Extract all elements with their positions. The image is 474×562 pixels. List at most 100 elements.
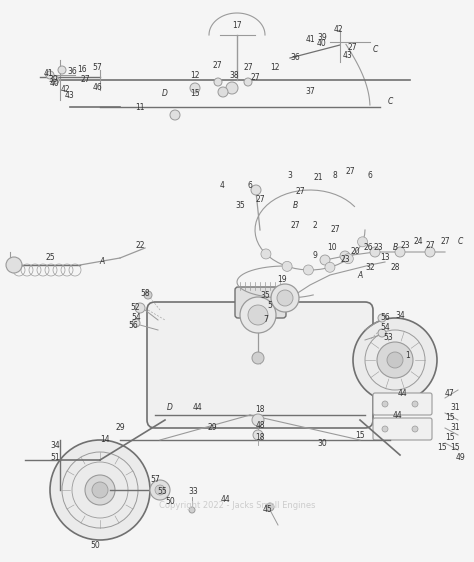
Text: 6: 6 <box>367 170 373 179</box>
Circle shape <box>50 440 150 540</box>
Circle shape <box>226 82 238 94</box>
Circle shape <box>132 319 140 327</box>
Text: 30: 30 <box>317 438 327 447</box>
Circle shape <box>340 251 350 261</box>
Circle shape <box>214 78 222 86</box>
Text: 27: 27 <box>243 64 253 72</box>
Text: C: C <box>457 238 463 247</box>
Text: 42: 42 <box>333 25 343 34</box>
Circle shape <box>378 329 386 337</box>
Text: 44: 44 <box>193 404 203 413</box>
Circle shape <box>303 265 313 275</box>
Text: 15: 15 <box>355 430 365 439</box>
Text: 32: 32 <box>365 264 375 273</box>
Circle shape <box>150 480 170 500</box>
Circle shape <box>135 303 145 313</box>
Circle shape <box>51 76 59 84</box>
Text: 14: 14 <box>100 436 110 445</box>
Text: 43: 43 <box>65 90 75 99</box>
Circle shape <box>320 255 330 265</box>
Text: 57: 57 <box>92 64 102 72</box>
Text: 36: 36 <box>67 67 77 76</box>
Text: 31: 31 <box>450 424 460 433</box>
Text: 15: 15 <box>437 443 447 452</box>
Text: D: D <box>162 88 168 97</box>
Text: 36: 36 <box>290 53 300 62</box>
Text: A: A <box>100 257 105 266</box>
Text: 31: 31 <box>450 404 460 413</box>
Text: 50: 50 <box>165 497 175 506</box>
Text: 11: 11 <box>135 103 145 112</box>
Text: 9: 9 <box>312 251 318 260</box>
Circle shape <box>387 352 403 368</box>
Text: 54: 54 <box>380 324 390 333</box>
Circle shape <box>357 237 367 247</box>
Text: 12: 12 <box>190 70 200 79</box>
Circle shape <box>412 401 418 407</box>
Text: 7: 7 <box>264 315 268 324</box>
Text: 8: 8 <box>333 170 337 179</box>
Circle shape <box>85 475 115 505</box>
Text: 15: 15 <box>190 88 200 97</box>
Text: 15: 15 <box>445 433 455 442</box>
Circle shape <box>218 87 228 97</box>
Circle shape <box>6 257 22 273</box>
Text: 27: 27 <box>295 188 305 197</box>
Text: 46: 46 <box>93 84 103 93</box>
Circle shape <box>412 426 418 432</box>
Text: 18: 18 <box>255 433 265 442</box>
Text: 26: 26 <box>363 243 373 252</box>
Text: 37: 37 <box>305 88 315 97</box>
Circle shape <box>377 342 413 378</box>
Text: 5: 5 <box>267 301 273 310</box>
Text: 42: 42 <box>60 85 70 94</box>
Circle shape <box>425 247 435 257</box>
Text: 16: 16 <box>77 66 87 75</box>
Text: 38: 38 <box>229 70 239 79</box>
Text: 47: 47 <box>445 388 455 397</box>
Text: 39: 39 <box>48 75 58 84</box>
Text: 27: 27 <box>345 167 355 176</box>
Text: 57: 57 <box>150 475 160 484</box>
Text: 44: 44 <box>398 388 408 397</box>
FancyBboxPatch shape <box>373 393 432 415</box>
Text: 2: 2 <box>313 220 318 229</box>
Circle shape <box>271 284 299 312</box>
Text: Copyright 2022 - Jacks Small Engines: Copyright 2022 - Jacks Small Engines <box>159 501 315 510</box>
Text: B: B <box>392 243 398 252</box>
Text: B: B <box>292 201 298 210</box>
Text: 41: 41 <box>43 70 53 79</box>
Text: 43: 43 <box>343 51 353 60</box>
Text: 56: 56 <box>380 314 390 323</box>
Circle shape <box>277 290 293 306</box>
Text: 35: 35 <box>235 201 245 210</box>
Circle shape <box>190 83 200 93</box>
Text: 10: 10 <box>327 243 337 252</box>
Text: 4: 4 <box>219 180 224 189</box>
Circle shape <box>170 110 180 120</box>
Text: 56: 56 <box>128 320 138 329</box>
Text: 24: 24 <box>413 238 423 247</box>
Text: 52: 52 <box>130 303 140 312</box>
Text: 51: 51 <box>50 452 60 461</box>
Text: 23: 23 <box>400 241 410 250</box>
Text: 6: 6 <box>247 180 253 189</box>
Text: C: C <box>387 97 392 107</box>
FancyBboxPatch shape <box>147 302 373 428</box>
Text: 27: 27 <box>250 74 260 83</box>
Text: 27: 27 <box>255 196 265 205</box>
Circle shape <box>189 507 195 513</box>
Text: 27: 27 <box>347 43 357 52</box>
Text: 20: 20 <box>350 247 360 256</box>
Text: 27: 27 <box>80 75 90 84</box>
Text: 18: 18 <box>255 406 265 415</box>
Circle shape <box>252 414 264 426</box>
Circle shape <box>382 426 388 432</box>
Circle shape <box>251 185 261 195</box>
Circle shape <box>248 305 268 325</box>
Text: 15: 15 <box>450 443 460 452</box>
Text: 29: 29 <box>115 424 125 433</box>
Circle shape <box>325 262 335 272</box>
Text: 39: 39 <box>317 33 327 42</box>
Circle shape <box>353 318 437 402</box>
